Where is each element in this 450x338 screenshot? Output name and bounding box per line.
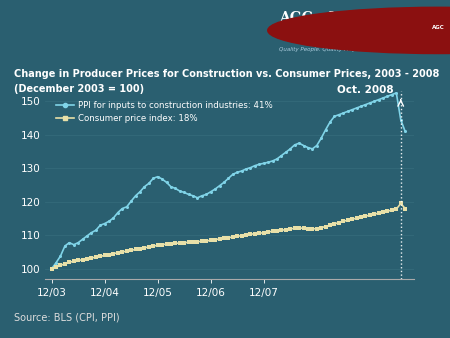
- Text: Change in Producer Prices for Construction vs. Consumer Prices, 2003 - 2008: Change in Producer Prices for Constructi…: [14, 69, 439, 79]
- Text: Source: BLS (CPI, PPI): Source: BLS (CPI, PPI): [14, 313, 119, 322]
- Text: (December 2003 = 100): (December 2003 = 100): [14, 84, 144, 94]
- Text: AGC: AGC: [432, 25, 445, 30]
- Circle shape: [268, 7, 450, 53]
- Text: THE ASSOCIATED GENERAL CONTRACTORS OF AMERICA: THE ASSOCIATED GENERAL CONTRACTORS OF AM…: [279, 32, 416, 37]
- Text: AGC of America: AGC of America: [279, 11, 402, 25]
- Text: Quality People. Quality Projects.: Quality People. Quality Projects.: [279, 47, 367, 52]
- Legend: PPI for inputs to construction industries: 41%, Consumer price index: 18%: PPI for inputs to construction industrie…: [53, 97, 276, 127]
- Text: Oct. 2008: Oct. 2008: [338, 84, 394, 95]
